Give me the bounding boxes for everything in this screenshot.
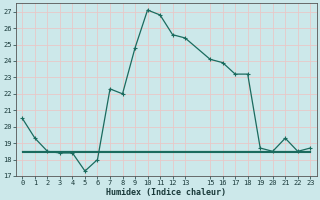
X-axis label: Humidex (Indice chaleur): Humidex (Indice chaleur) xyxy=(106,188,226,197)
